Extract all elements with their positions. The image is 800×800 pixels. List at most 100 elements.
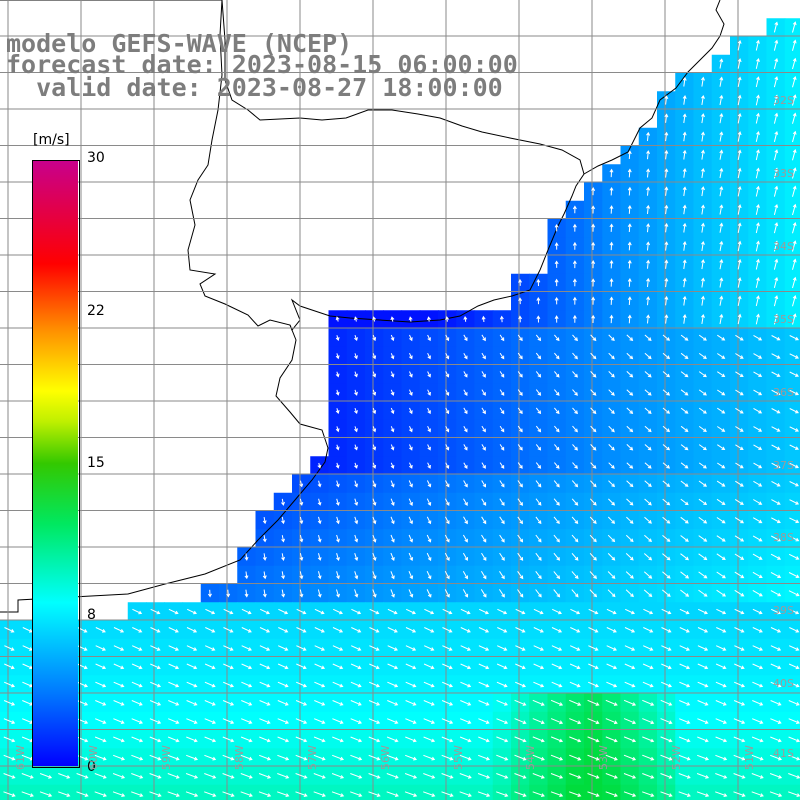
wind-arrow [295, 700, 308, 706]
wind-arrow [737, 167, 742, 179]
wind-speed-cell [620, 784, 640, 800]
wind-arrow [679, 645, 690, 651]
wind-arrow [259, 700, 271, 706]
wind-arrow [496, 773, 509, 779]
wind-arrow [719, 295, 724, 306]
wind-arrow [572, 352, 578, 360]
wind-arrow [701, 204, 705, 215]
wind-arrow [792, 258, 797, 270]
wind-arrow [623, 754, 637, 761]
wind-arrow [770, 535, 781, 542]
wind-arrow [680, 407, 689, 414]
wind-arrow [644, 516, 652, 524]
wind-arrow [770, 736, 782, 743]
wind-arrow [350, 791, 363, 797]
wind-arrow [390, 407, 395, 415]
wind-arrow [571, 480, 579, 488]
wind-arrow [463, 407, 468, 415]
wind-arrow [390, 353, 395, 360]
wind-arrow [277, 645, 289, 651]
wind-arrow [240, 754, 253, 761]
wind-arrow [241, 681, 253, 688]
wind-arrow [258, 791, 272, 797]
title-valid-date: valid date: 2023-08-27 18:00:00 [6, 73, 503, 102]
wind-arrow [701, 259, 705, 270]
wind-arrow [332, 754, 345, 761]
wind-arrow [626, 389, 634, 396]
wind-arrow [332, 608, 343, 615]
wind-arrow [608, 480, 615, 488]
wind-arrow [277, 773, 290, 779]
wind-arrow [222, 773, 235, 779]
wind-arrow [553, 552, 561, 561]
wind-arrow [605, 754, 618, 761]
wind-arrow [317, 498, 322, 506]
wind-arrow [662, 480, 671, 488]
wind-arrow [390, 498, 395, 507]
wind-arrow [94, 736, 107, 743]
wind-arrow [244, 553, 249, 561]
wind-arrow [591, 205, 596, 214]
wind-arrow [532, 773, 545, 779]
wind-arrow [314, 681, 326, 688]
wind-arrow [646, 259, 651, 269]
wind-arrow [460, 681, 472, 688]
wind-arrow [535, 334, 542, 342]
wind-arrow [314, 627, 325, 633]
wind-arrow [478, 681, 490, 688]
latitude-label: 40S [773, 677, 794, 690]
wind-speed-cell [255, 784, 275, 800]
wind-arrow [771, 408, 781, 414]
wind-arrow [569, 791, 582, 797]
wind-speed-cell [182, 784, 202, 800]
wind-arrow [76, 736, 89, 743]
wind-arrow [554, 334, 560, 342]
wind-arrow [662, 371, 671, 378]
wind-arrow [644, 352, 652, 360]
wind-arrow [716, 498, 726, 506]
wind-arrow [771, 353, 781, 359]
wind-arrow [372, 516, 377, 525]
wind-arrow [445, 352, 450, 360]
wind-arrow [517, 462, 523, 469]
wind-arrow [441, 773, 454, 779]
wind-arrow [372, 407, 377, 415]
wind-arrow [390, 534, 395, 543]
wind-arrow [240, 791, 253, 797]
longitude-label: 58W [233, 745, 246, 770]
wind-arrow [624, 645, 636, 651]
wind-speed-cell [127, 784, 147, 800]
wind-arrow [317, 516, 322, 525]
wind-arrow [296, 608, 307, 615]
wind-arrow [662, 407, 671, 414]
wind-arrow [623, 791, 637, 797]
wind-arrow [444, 570, 450, 580]
wind-arrow [608, 371, 615, 378]
wind-arrow [3, 700, 16, 706]
wind-arrow [773, 240, 779, 252]
wind-arrow [716, 627, 727, 633]
wind-arrow [514, 773, 527, 779]
wind-arrow [426, 534, 432, 543]
wind-arrow [459, 754, 472, 761]
wind-speed-cell [784, 346, 800, 366]
wind-arrow [517, 444, 523, 451]
wind-arrow [132, 608, 143, 615]
longitude-label: 61W [14, 745, 27, 770]
wind-arrow [609, 241, 614, 251]
wind-arrow [701, 277, 705, 288]
wind-arrow [624, 627, 636, 633]
wind-arrow [204, 663, 216, 670]
wind-arrow [697, 736, 709, 743]
wind-arrow [409, 462, 413, 469]
wind-arrow [335, 480, 340, 488]
wind-arrow [535, 389, 542, 396]
wind-arrow [390, 462, 395, 469]
wind-speed-cell [784, 456, 800, 476]
wind-arrow [499, 371, 505, 378]
wind-arrow [372, 571, 377, 580]
wind-arrow [314, 645, 325, 651]
wind-arrow [627, 241, 632, 251]
wind-arrow [755, 258, 760, 270]
wind-arrow [715, 718, 727, 724]
